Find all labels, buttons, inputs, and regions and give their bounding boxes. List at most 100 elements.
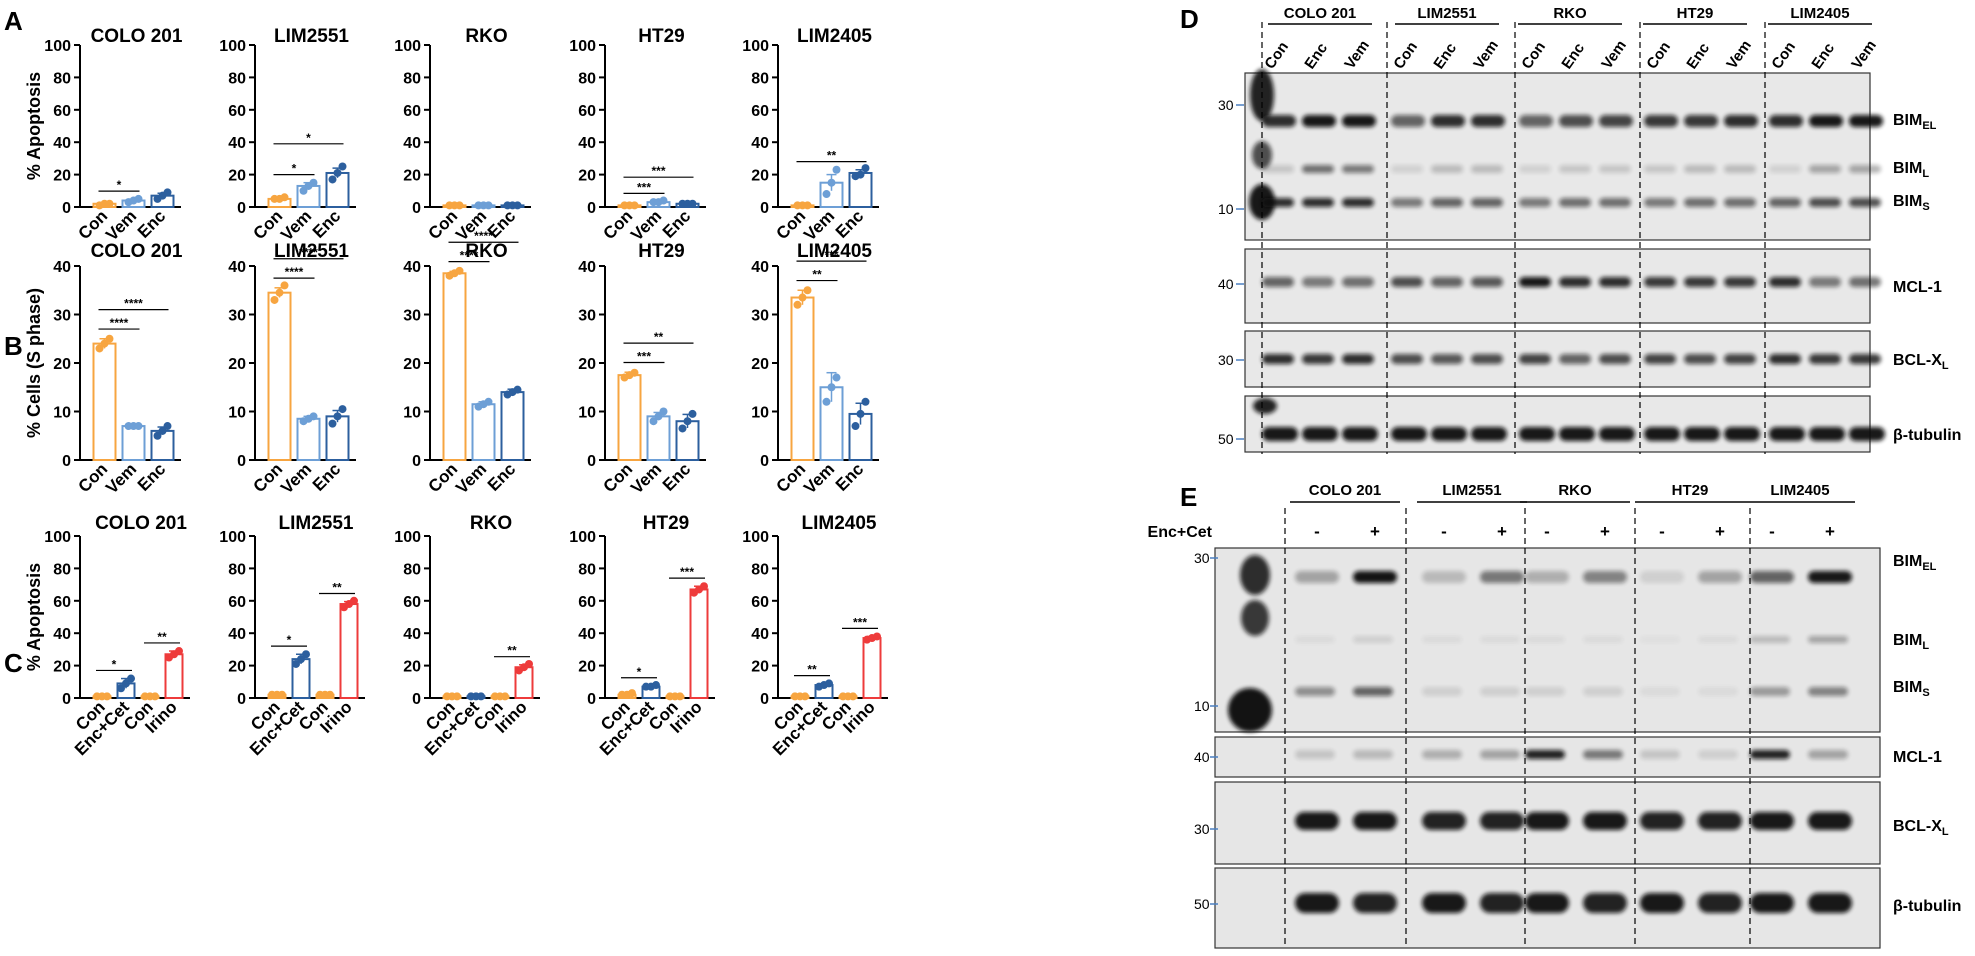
- x-tick-label: Con: [600, 206, 637, 243]
- blot-band: [1262, 427, 1298, 441]
- lane-label: Enc: [1558, 40, 1588, 72]
- blot-band: [1698, 893, 1742, 913]
- protein-label: BIMS: [1893, 679, 1930, 699]
- lane-label: Con: [1261, 39, 1292, 73]
- blot-band: [1684, 277, 1716, 287]
- significance-label: **: [827, 149, 837, 163]
- blot-band: [1471, 277, 1503, 287]
- blot-band: [1431, 427, 1467, 441]
- data-point: [278, 690, 286, 699]
- y-tick-label: 30: [228, 308, 246, 325]
- data-point: [873, 632, 881, 641]
- y-tick-label: 40: [228, 259, 246, 276]
- blot-band: [1471, 165, 1503, 173]
- y-tick-label: 0: [412, 453, 421, 470]
- data-point: [338, 405, 347, 414]
- blot-band: [1295, 812, 1339, 830]
- data-point: [822, 190, 831, 199]
- blot-band: [1302, 427, 1338, 441]
- blot-band: [1342, 427, 1378, 441]
- chart-title: COLO 201: [91, 26, 183, 47]
- blot-band: [1684, 165, 1716, 173]
- y-tick-label: 40: [53, 626, 71, 643]
- protein-label: MCL-1: [1893, 749, 1942, 766]
- y-tick-label: 40: [403, 626, 421, 643]
- data-point: [652, 681, 660, 690]
- cell-line-label: COLO 201: [1284, 5, 1357, 22]
- bar: [617, 374, 642, 461]
- blot-band: [1599, 115, 1633, 127]
- data-point: [280, 281, 289, 290]
- data-point: [525, 659, 533, 668]
- data-point: [175, 647, 183, 656]
- blot-band: [1750, 687, 1790, 696]
- y-tick-label: 40: [578, 626, 596, 643]
- blot-band: [1431, 354, 1463, 364]
- y-tick-label: 20: [53, 659, 71, 676]
- ladder-blob: [1253, 398, 1277, 414]
- blot-band: [1849, 115, 1883, 127]
- data-point: [100, 339, 109, 348]
- x-tick-label: Enc: [484, 459, 519, 494]
- blot-band: [1353, 636, 1393, 643]
- chart-title: RKO: [465, 26, 507, 47]
- data-point: [832, 165, 841, 174]
- cell-line-label: RKO: [1553, 5, 1587, 22]
- y-tick-label: 100: [219, 529, 246, 546]
- mw-marker: 30: [1218, 97, 1234, 113]
- lane-sign: +: [1497, 522, 1507, 541]
- x-tick-label: Enc: [832, 206, 867, 241]
- blot-band: [1849, 165, 1881, 173]
- data-point: [453, 692, 461, 701]
- blot-band: [1644, 277, 1676, 287]
- data-point: [350, 596, 358, 605]
- y-tick-label: 80: [53, 70, 71, 87]
- x-tick-label: Con: [75, 206, 112, 243]
- data-point: [688, 199, 697, 208]
- blot-band: [1525, 750, 1565, 759]
- data-point: [163, 422, 172, 431]
- y-tick-label: 40: [53, 259, 71, 276]
- y-tick-label: 20: [751, 356, 769, 373]
- y-tick-label: 20: [751, 168, 769, 185]
- significance-label: ***: [824, 248, 838, 262]
- y-tick-label: 40: [403, 135, 421, 152]
- panel-letter-d: D: [1180, 4, 1199, 34]
- blot-band: [1849, 427, 1885, 441]
- blot-band: [1698, 812, 1742, 830]
- blot-band: [1640, 750, 1680, 759]
- data-point: [333, 412, 342, 421]
- data-point: [803, 286, 812, 295]
- lane-sign: +: [1825, 522, 1835, 541]
- blot-band: [1353, 893, 1397, 913]
- data-point: [328, 419, 337, 428]
- chart-title: RKO: [465, 241, 507, 262]
- y-tick-label: 80: [53, 561, 71, 578]
- y-tick-label: 0: [760, 200, 769, 217]
- blot-band: [1525, 893, 1569, 913]
- blot-band: [1471, 115, 1505, 127]
- data-point: [822, 397, 831, 406]
- y-tick-label: 80: [751, 70, 769, 87]
- protein-label: BCL-XL: [1893, 352, 1949, 372]
- data-point: [803, 201, 812, 210]
- lane-sign: -: [1314, 522, 1320, 541]
- x-tick-label: Con: [250, 459, 287, 496]
- bar: [689, 588, 709, 700]
- blot-band: [1583, 750, 1623, 759]
- chart-title: RKO: [470, 513, 512, 534]
- blot-band: [1583, 636, 1623, 643]
- blot-band: [1391, 115, 1425, 127]
- blot-band: [1525, 812, 1569, 830]
- blot-band: [1342, 277, 1374, 287]
- blot-band: [1262, 165, 1294, 173]
- data-point: [326, 690, 334, 699]
- y-tick-label: 60: [53, 594, 71, 611]
- blot-band: [1342, 165, 1374, 173]
- blot-band: [1480, 750, 1520, 759]
- blot-band: [1391, 277, 1423, 287]
- y-tick-label: 0: [412, 691, 421, 708]
